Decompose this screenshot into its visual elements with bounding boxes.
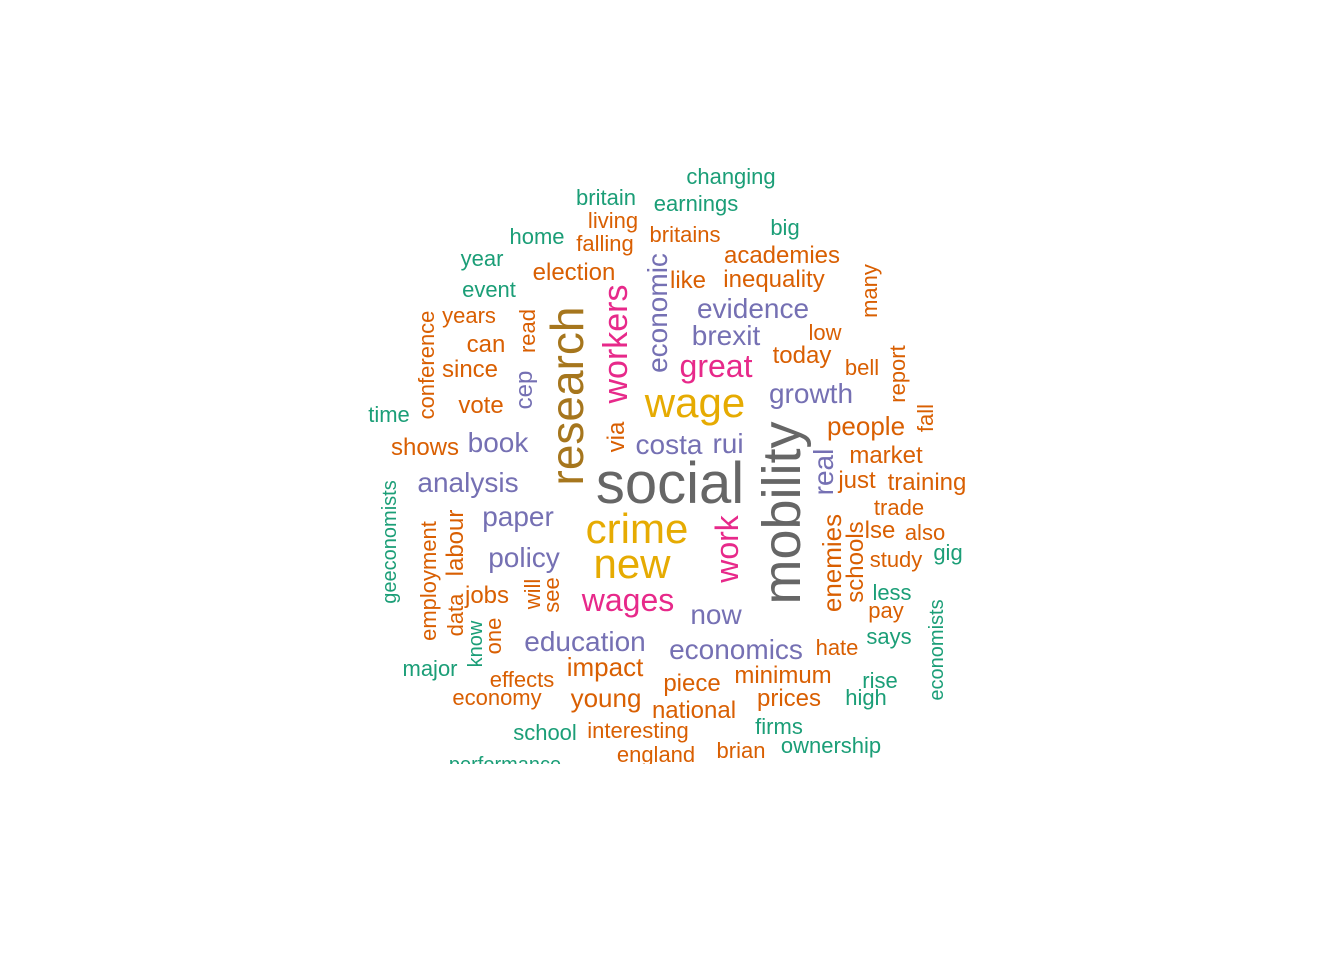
word-many: many bbox=[857, 264, 882, 318]
word-employment: employment bbox=[416, 521, 441, 641]
word-report: report bbox=[885, 345, 910, 403]
word-time: time bbox=[368, 402, 410, 427]
word-costa: costa bbox=[635, 429, 703, 460]
word-says: says bbox=[866, 624, 912, 649]
word-evidence: evidence bbox=[696, 293, 810, 324]
word-analysis: analysis bbox=[417, 467, 519, 498]
word-piece: piece bbox=[663, 670, 721, 697]
word-mobility: mobility bbox=[752, 421, 812, 605]
word-economics: economics bbox=[669, 634, 803, 665]
word-britain: britain bbox=[576, 185, 636, 210]
word-firms: firms bbox=[755, 714, 803, 739]
word-fall: fall bbox=[913, 403, 938, 433]
word-high: high bbox=[845, 685, 887, 710]
word-workers: workers bbox=[597, 284, 635, 404]
word-shows: shows bbox=[390, 434, 460, 461]
word-minimum: minimum bbox=[734, 662, 832, 689]
word-inequality: inequality bbox=[723, 266, 825, 293]
word-brexit: brexit bbox=[691, 320, 761, 351]
word-new: new bbox=[593, 540, 671, 587]
word-know: know bbox=[465, 620, 487, 668]
word-prices: prices bbox=[756, 685, 822, 712]
word-can: can bbox=[466, 331, 506, 358]
word-academies: academies bbox=[723, 242, 841, 269]
word-economy: economy bbox=[452, 685, 542, 710]
word-paper: paper bbox=[482, 501, 554, 532]
word-home: home bbox=[509, 224, 565, 249]
word-economists: economists bbox=[926, 599, 948, 701]
word-policy: policy bbox=[488, 542, 560, 573]
word-brian: brian bbox=[716, 738, 766, 763]
word-wage: wage bbox=[644, 379, 746, 426]
word-training: training bbox=[887, 469, 967, 496]
word-just: just bbox=[838, 467, 876, 494]
word-wages: wages bbox=[581, 582, 675, 618]
word-study: study bbox=[869, 547, 923, 572]
word-rui: rui bbox=[712, 428, 744, 459]
word-effects: effects bbox=[489, 667, 555, 692]
word-market: market bbox=[849, 442, 923, 469]
word-work: work bbox=[709, 515, 745, 583]
word-conference: conference bbox=[414, 310, 439, 420]
word-years: years bbox=[442, 303, 496, 328]
word-lse: lse bbox=[864, 517, 896, 544]
word-interesting: interesting bbox=[587, 718, 689, 743]
word-rise: rise bbox=[862, 668, 898, 693]
word-england: england bbox=[616, 742, 696, 765]
word-today: today bbox=[772, 342, 832, 369]
word-vote: vote bbox=[458, 392, 504, 419]
word-performance: performance bbox=[449, 755, 561, 764]
word-social: social bbox=[595, 451, 745, 516]
word-school: school bbox=[513, 720, 577, 745]
word-also: also bbox=[904, 520, 946, 545]
word-hate: hate bbox=[815, 635, 859, 660]
word-real: real bbox=[808, 448, 839, 496]
word-research: research bbox=[541, 306, 593, 486]
word-great: great bbox=[679, 348, 753, 384]
word-economic: economic bbox=[642, 253, 673, 373]
word-book: book bbox=[467, 427, 529, 458]
word-crime: crime bbox=[585, 505, 689, 552]
word-read: read bbox=[515, 308, 540, 354]
word-year: year bbox=[460, 246, 504, 271]
word-earnings: earnings bbox=[653, 191, 739, 216]
word-geeconomists: geeconomists bbox=[379, 480, 401, 604]
word-trade: trade bbox=[873, 495, 925, 520]
word-cep: cep bbox=[511, 370, 538, 410]
word-britains: britains bbox=[649, 222, 721, 247]
word-election: election bbox=[532, 259, 616, 286]
word-low: low bbox=[808, 320, 842, 345]
word-event: event bbox=[462, 277, 516, 302]
word-impact: impact bbox=[566, 652, 644, 682]
word-bell: bell bbox=[844, 355, 880, 380]
word-cloud-canvas: social mobility research crime wage new worker… bbox=[368, 164, 967, 765]
word-since: since bbox=[441, 356, 499, 383]
word-growth: growth bbox=[768, 378, 854, 409]
word-labour: labour bbox=[442, 509, 469, 577]
word-like: like bbox=[669, 267, 707, 294]
word-ownership: ownership bbox=[780, 733, 882, 758]
word-see: see bbox=[539, 577, 564, 613]
word-via: via bbox=[603, 421, 630, 453]
word-gig: gig bbox=[933, 540, 963, 565]
word-living: living bbox=[587, 208, 639, 233]
word-falling: falling bbox=[576, 231, 634, 256]
word-people: people bbox=[826, 411, 906, 441]
word-pay: pay bbox=[868, 598, 904, 623]
word-national: national bbox=[651, 697, 737, 724]
word-major: major bbox=[402, 656, 458, 681]
word-data: data bbox=[443, 593, 468, 637]
word-education: education bbox=[524, 626, 646, 657]
word-now: now bbox=[690, 599, 742, 630]
word-big: big bbox=[770, 215, 800, 240]
word-jobs: jobs bbox=[464, 582, 510, 609]
word-less: less bbox=[872, 580, 912, 605]
word-changing: changing bbox=[686, 164, 776, 189]
word-young: young bbox=[570, 683, 642, 713]
